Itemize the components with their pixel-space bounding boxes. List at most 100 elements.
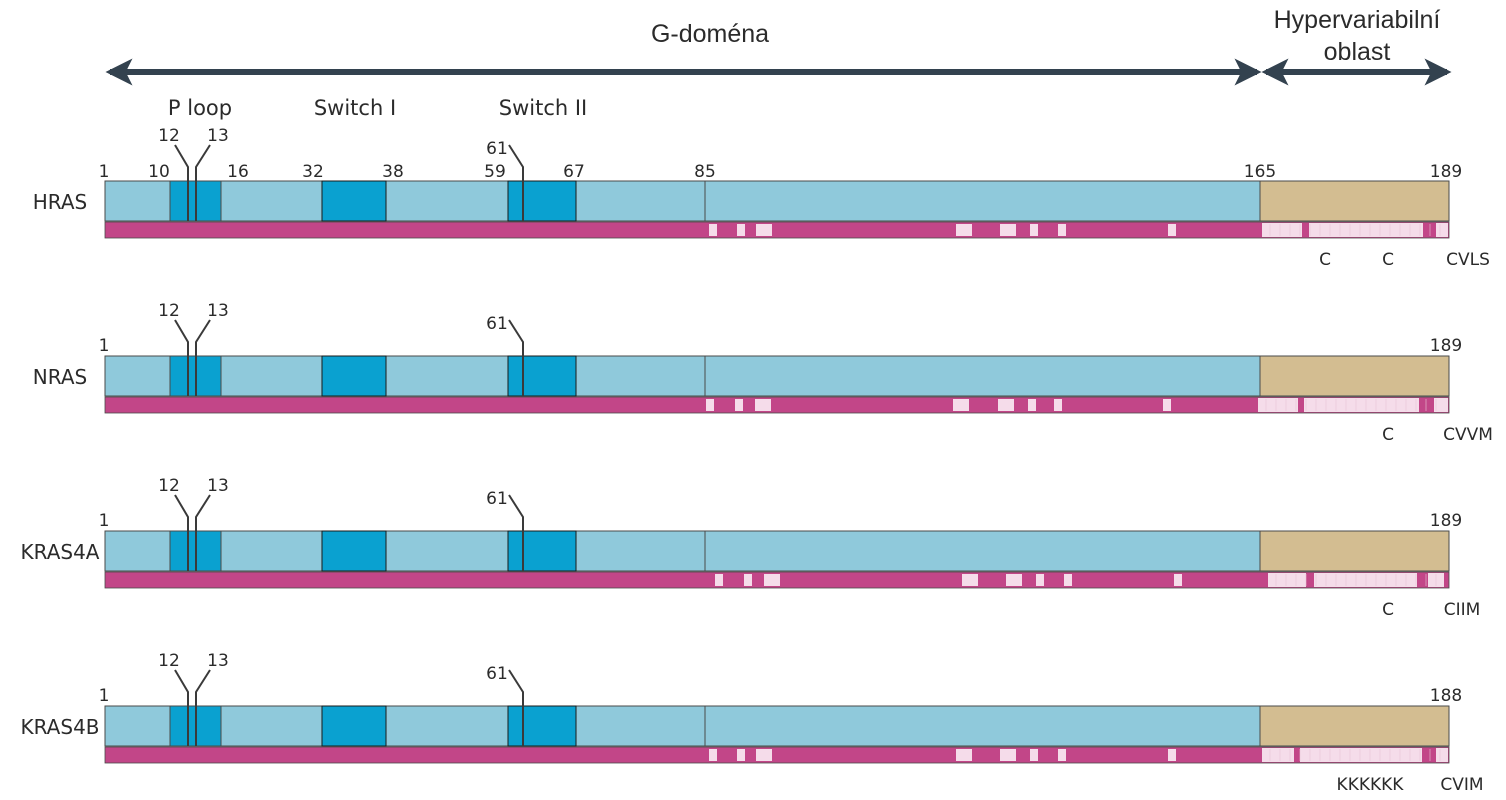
- protein-rows: HRAS 12 13 61 C C CVLS NRAS 12 13 61 1 189 C CVVM KRAS4…: [20, 126, 1492, 795]
- variable-residue-mark: [1064, 574, 1072, 586]
- switch-1-label: Switch I: [314, 96, 396, 120]
- variable-residue-mark: [737, 224, 745, 236]
- site-12-label: 12: [158, 476, 180, 496]
- site-13-marker: [195, 144, 211, 221]
- hvr-variable-mark: [1436, 748, 1448, 762]
- variable-residue-mark: [956, 224, 972, 236]
- g-domain-label: G-doména: [651, 20, 769, 48]
- site-12-marker: [174, 144, 189, 221]
- site-13-label: 13: [207, 126, 229, 146]
- variable-residue-mark: [756, 224, 772, 236]
- protein-row-nras: NRAS 12 13 61 1 189 C CVVM: [33, 301, 1493, 445]
- hvr-variable-mark: [1262, 748, 1294, 762]
- site-12-label: 12: [158, 651, 180, 671]
- site-61-label: 61: [486, 314, 508, 334]
- hvr-label-line1: Hypervariabilní: [1274, 6, 1441, 34]
- variable-residue-mark: [1028, 399, 1036, 411]
- switch-2-region: [507, 180, 577, 222]
- site-12-label: 12: [158, 301, 180, 321]
- variable-residue-mark: [1168, 749, 1176, 761]
- site-12-marker: [174, 494, 189, 571]
- hvr-variable-mark: [1304, 398, 1419, 412]
- hvr-variable-mark: [1262, 223, 1302, 237]
- start-position-label: 1: [99, 511, 110, 531]
- hvr-body: [1259, 355, 1450, 397]
- variable-residue-mark: [755, 399, 771, 411]
- motif-label: CVVM: [1443, 425, 1493, 445]
- variable-residue-mark: [756, 749, 772, 761]
- variable-residue-mark: [1174, 574, 1182, 586]
- motif-label: CVIM: [1440, 775, 1483, 795]
- switch-2-region: [507, 705, 577, 747]
- site-61-marker: [508, 669, 524, 746]
- hvr-variable-mark: [1436, 223, 1448, 237]
- conservation-bar: [104, 221, 1450, 239]
- end-position-label: 189: [1430, 511, 1462, 531]
- g-domain-body: [104, 530, 1261, 572]
- site-13-marker: [195, 494, 211, 571]
- site-61-marker: [508, 144, 524, 221]
- hvr-variable-mark: [1434, 398, 1448, 412]
- variable-residue-mark: [1163, 399, 1171, 411]
- switch-1-region: [321, 355, 387, 397]
- site-12-label: 12: [158, 126, 180, 146]
- variable-residue-mark: [737, 749, 745, 761]
- variable-residue-mark: [1036, 574, 1044, 586]
- variable-residue-mark: [953, 399, 969, 411]
- end-position-label: 188: [1430, 686, 1462, 706]
- hvr-variable-mark: [1300, 748, 1422, 762]
- g-domain-body: [104, 180, 1261, 222]
- hvr-body: [1259, 705, 1450, 747]
- position-labels: 1 10 16 32 38 59 67 85 165 189: [99, 162, 1463, 182]
- conservation-bar: [104, 396, 1450, 414]
- variable-residue-mark: [764, 574, 780, 586]
- motif-label: CIIM: [1444, 600, 1481, 620]
- position-label-32: 32: [302, 162, 324, 182]
- motif-label: CVLS: [1446, 250, 1490, 270]
- position-label-38: 38: [382, 162, 404, 182]
- switch-2-region: [507, 355, 577, 397]
- hvr-body: [1259, 530, 1450, 572]
- variable-residue-mark: [962, 574, 978, 586]
- site-61-marker: [508, 319, 524, 396]
- protein-row-kras4b: KRAS4B 12 13 61 1 188 KKKKKK CVIM: [20, 651, 1483, 795]
- switch-1-region: [321, 705, 387, 747]
- variable-residue-mark: [709, 749, 717, 761]
- protein-name: HRAS: [33, 190, 88, 214]
- variable-residue-mark: [1058, 224, 1066, 236]
- position-label-67: 67: [563, 162, 585, 182]
- site-61-label: 61: [486, 139, 508, 159]
- variable-residue-mark: [1054, 399, 1062, 411]
- hvr-variable-mark: [1258, 398, 1298, 412]
- position-label-10: 10: [148, 162, 170, 182]
- hvr-body: [1259, 180, 1450, 222]
- site-13-label: 13: [207, 476, 229, 496]
- hvr-variable-mark: [1309, 223, 1423, 237]
- variable-residue-mark: [715, 574, 723, 586]
- position-label-165: 165: [1244, 162, 1276, 182]
- switch-1-region: [321, 180, 387, 222]
- motif-label: C: [1382, 600, 1394, 620]
- site-13-label: 13: [207, 651, 229, 671]
- protein-name: KRAS4A: [21, 540, 100, 564]
- protein-row-hras: HRAS 12 13 61 C C CVLS: [33, 126, 1490, 270]
- variable-residue-mark: [1006, 574, 1022, 586]
- switch-2-label: Switch II: [499, 96, 588, 120]
- position-label-59: 59: [484, 162, 506, 182]
- site-12-marker: [174, 319, 189, 396]
- variable-residue-mark: [1000, 749, 1016, 761]
- protein-name: KRAS4B: [20, 715, 99, 739]
- protein-row-kras4a: KRAS4A 12 13 61 1 189 C CIIM: [21, 476, 1481, 620]
- position-label-189: 189: [1430, 162, 1462, 182]
- variable-residue-mark: [1030, 224, 1038, 236]
- variable-residue-mark: [709, 224, 717, 236]
- hvr-label-line2: oblast: [1324, 38, 1391, 66]
- variable-residue-mark: [956, 749, 972, 761]
- start-position-label: 1: [99, 686, 110, 706]
- site-13-label: 13: [207, 301, 229, 321]
- motif-label: KKKKKK: [1337, 775, 1405, 795]
- p-loop-label: P loop: [168, 96, 232, 120]
- site-13-marker: [195, 669, 211, 746]
- site-61-marker: [508, 494, 524, 571]
- variable-residue-mark: [1058, 749, 1066, 761]
